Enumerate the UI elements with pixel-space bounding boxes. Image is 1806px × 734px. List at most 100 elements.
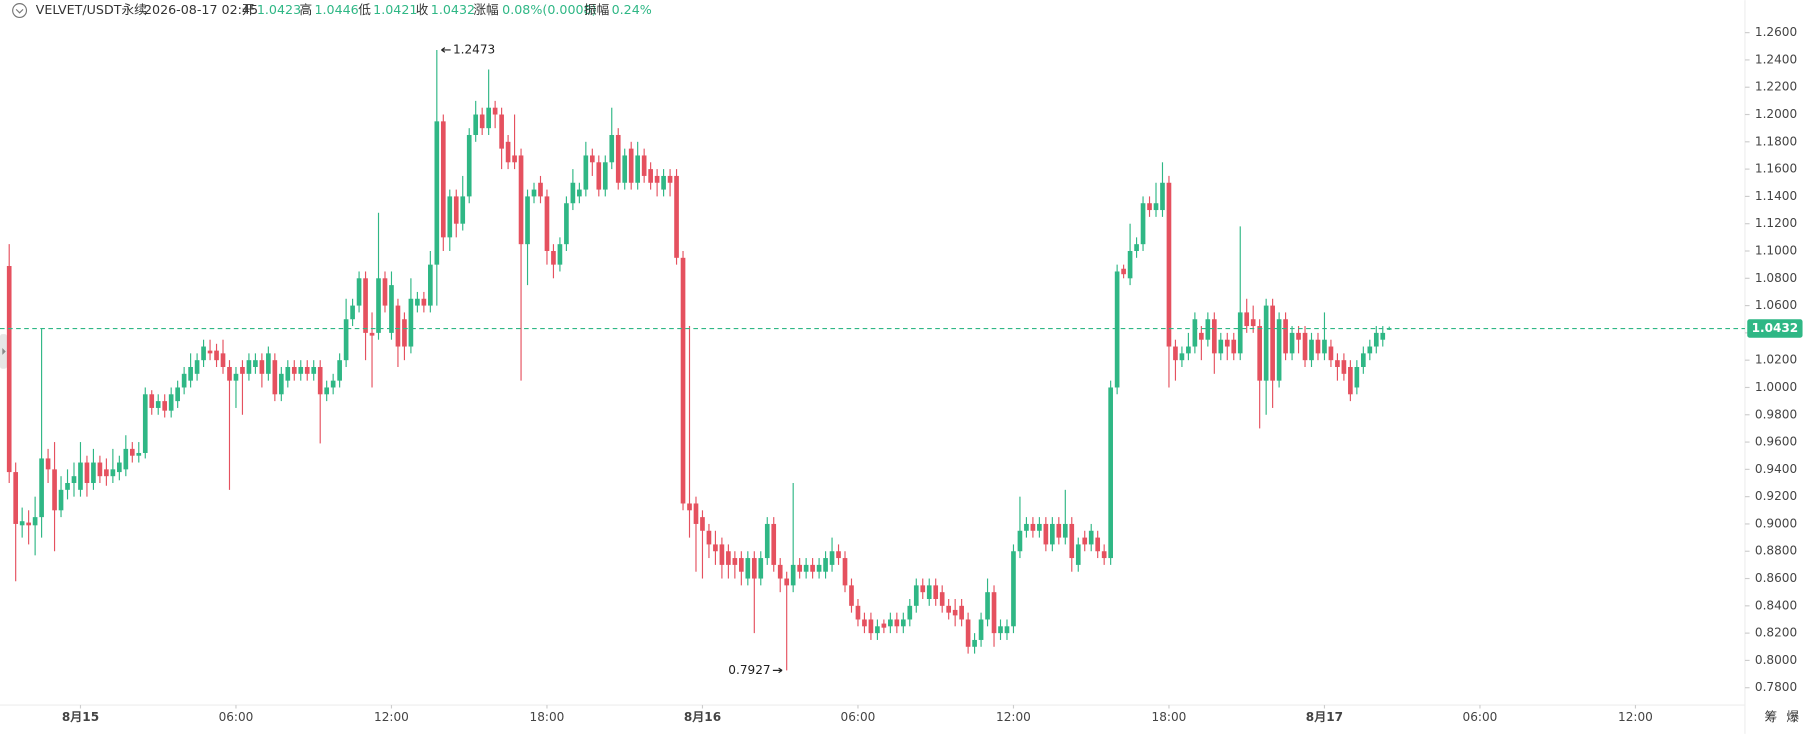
amplitude-value: 0.24% <box>612 2 652 17</box>
y-tick-label: 0.9400 <box>1755 462 1797 476</box>
y-tick-label: 0.8800 <box>1755 544 1797 558</box>
candle-body <box>1050 523 1055 545</box>
candle-body <box>71 476 77 484</box>
candle-body <box>1166 182 1172 347</box>
candle-body <box>525 196 530 245</box>
candle-body <box>635 155 641 183</box>
side-button[interactable]: 爆 <box>1786 709 1799 724</box>
side-button[interactable]: 筹 <box>1765 709 1778 724</box>
x-tick-label: 06:00 <box>219 710 254 724</box>
candle-body <box>1302 332 1308 361</box>
y-tick-label: 0.9200 <box>1755 489 1797 503</box>
candle-body <box>570 182 576 204</box>
y-tick-label: 1.0600 <box>1755 298 1797 312</box>
candle-body <box>32 517 38 526</box>
candle-body <box>149 394 155 408</box>
candle-body <box>19 521 25 526</box>
candle-body <box>278 373 284 395</box>
x-tick-label: 8月15 <box>62 710 99 724</box>
candle-body <box>687 503 692 511</box>
candle-body <box>65 483 70 490</box>
candle-body <box>13 472 19 524</box>
candle-body <box>233 373 239 381</box>
candle-body <box>415 298 420 306</box>
candle-body <box>1056 523 1062 538</box>
candle-body <box>110 469 116 477</box>
x-tick-label: 06:00 <box>841 710 876 724</box>
candle-body <box>991 592 997 634</box>
candle-body <box>434 121 440 265</box>
open-label: 开 <box>242 2 255 17</box>
candle-body <box>220 353 226 368</box>
candle-body <box>376 278 381 333</box>
candle-body <box>155 401 161 408</box>
candle-body <box>45 458 51 470</box>
candle-body <box>1153 203 1159 211</box>
candle-body <box>104 469 109 477</box>
candle-body <box>1231 339 1237 354</box>
candle-body <box>557 244 563 265</box>
candle-body <box>1062 523 1068 538</box>
candle-body <box>1147 203 1152 211</box>
y-tick-label: 1.1600 <box>1755 162 1797 176</box>
candle-body <box>797 564 802 572</box>
x-tick-label: 18:00 <box>1152 710 1187 724</box>
candle-body <box>253 360 258 368</box>
candle-body <box>26 522 31 526</box>
time: 2026-08-17 02:45 <box>144 2 258 17</box>
candle-body <box>972 639 977 647</box>
collapse-icon[interactable] <box>12 3 28 19</box>
candle-body <box>1030 523 1036 531</box>
candle-body <box>246 360 252 374</box>
candle-body <box>667 175 673 183</box>
candle-body <box>1322 339 1327 354</box>
candle-body <box>1114 271 1120 388</box>
candle-body <box>751 558 757 579</box>
candle-body <box>920 585 926 593</box>
candle-body <box>52 469 57 511</box>
candle-body <box>1237 312 1243 354</box>
candle-body <box>97 462 103 477</box>
candle-body <box>58 489 64 511</box>
candle-body <box>784 578 790 586</box>
y-tick-label: 0.8600 <box>1755 571 1797 585</box>
candle-body <box>408 298 414 347</box>
candle-body <box>1140 203 1146 245</box>
candle-body <box>466 134 472 197</box>
candle-body <box>188 367 193 381</box>
candle-body <box>382 278 388 306</box>
y-tick-label: 1.0000 <box>1755 380 1797 394</box>
candle-body <box>654 175 660 183</box>
change-value: 0.08%(0.0008) <box>502 2 596 17</box>
candle-body <box>978 619 984 640</box>
candle-body <box>1250 319 1256 327</box>
candle-body <box>719 544 725 565</box>
candle-body <box>214 350 219 361</box>
candle-body <box>1386 328 1392 330</box>
candle-body <box>168 394 174 411</box>
candle-body <box>272 360 278 395</box>
candle-body <box>939 592 945 606</box>
candle-body <box>1179 353 1185 361</box>
candle-body <box>1380 332 1386 340</box>
high-annotation: 1.2473 <box>453 42 495 56</box>
candle-body <box>790 564 796 586</box>
candle-body <box>1341 360 1347 374</box>
candle-body <box>473 114 479 135</box>
candle-body <box>492 107 498 115</box>
candle-body <box>421 298 427 306</box>
candle-body <box>343 319 349 361</box>
candle-body <box>842 558 848 586</box>
candle-body <box>39 458 44 518</box>
high-arrow <box>441 47 451 53</box>
candle-body <box>1283 319 1288 354</box>
x-tick-label: 12:00 <box>1618 710 1653 724</box>
high-label: 高 <box>299 2 312 17</box>
y-tick-label: 1.0200 <box>1755 353 1797 367</box>
candle-body <box>544 196 550 251</box>
candle-body <box>1101 551 1107 559</box>
candle-body <box>162 401 168 411</box>
candle-body <box>505 141 511 163</box>
x-tick-label: 12:00 <box>374 710 409 724</box>
y-tick-label: 0.9800 <box>1755 407 1797 421</box>
